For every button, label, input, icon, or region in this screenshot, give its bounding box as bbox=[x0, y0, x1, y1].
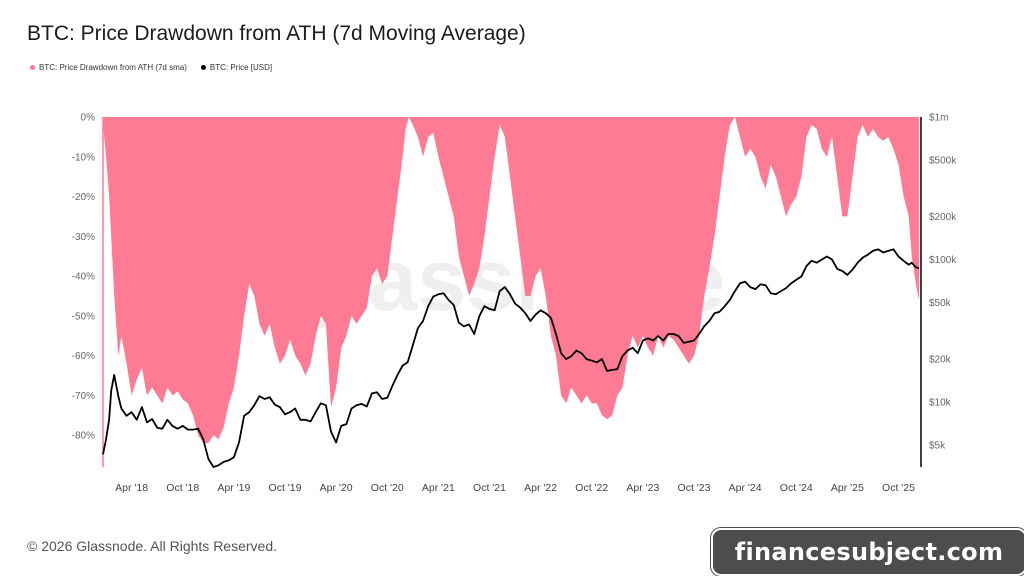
x-tick-label: Oct '25 bbox=[882, 482, 915, 494]
left-tick-label: -20% bbox=[72, 192, 95, 203]
legend-item-price[interactable]: BTC: Price [USD] bbox=[200, 63, 273, 72]
right-tick-label: $1m bbox=[929, 113, 948, 124]
x-tick-label: Apr '20 bbox=[320, 482, 353, 494]
right-tick-label: $100k bbox=[929, 255, 957, 266]
x-tick-label: Apr '18 bbox=[115, 482, 148, 494]
legend-dot-price bbox=[200, 65, 206, 70]
watermark-badge-text: financesubject.com bbox=[734, 538, 1004, 566]
left-tick-label: -10% bbox=[72, 152, 95, 163]
x-tick-label: Apr '24 bbox=[729, 482, 762, 494]
chart-legend: BTC: Price Drawdown from ATH (7d sma) BT… bbox=[30, 63, 272, 72]
legend-item-drawdown[interactable]: BTC: Price Drawdown from ATH (7d sma) bbox=[30, 63, 187, 72]
left-tick-label: -80% bbox=[72, 431, 95, 442]
x-tick-label: Oct '18 bbox=[166, 482, 199, 494]
x-tick-label: Apr '21 bbox=[422, 482, 455, 494]
copyright-footer: © 2026 Glassnode. All Rights Reserved. bbox=[27, 538, 278, 554]
chart-plot[interactable]: glassnode0%-10%-20%-30%-40%-50%-60%-70%-… bbox=[0, 0, 1024, 500]
left-tick-label: -70% bbox=[72, 391, 95, 402]
x-tick-label: Oct '23 bbox=[678, 482, 711, 494]
left-tick-label: -50% bbox=[72, 311, 95, 322]
x-tick-label: Oct '20 bbox=[371, 482, 404, 494]
x-tick-label: Apr '19 bbox=[217, 482, 250, 494]
x-tick-label: Oct '21 bbox=[473, 482, 506, 494]
right-tick-label: $20k bbox=[929, 355, 952, 366]
left-tick-label: -60% bbox=[72, 351, 95, 362]
legend-label-drawdown: BTC: Price Drawdown from ATH (7d sma) bbox=[39, 63, 187, 72]
drawdown-area bbox=[103, 117, 919, 444]
chart-title: BTC: Price Drawdown from ATH (7d Moving … bbox=[27, 22, 526, 45]
right-tick-label: $200k bbox=[929, 212, 957, 223]
watermark-badge: financesubject.com bbox=[711, 528, 1024, 576]
x-tick-label: Oct '19 bbox=[269, 482, 302, 494]
right-tick-label: $50k bbox=[929, 298, 952, 309]
x-tick-label: Apr '23 bbox=[626, 482, 659, 494]
left-tick-label: -40% bbox=[72, 272, 95, 283]
right-tick-label: $10k bbox=[929, 398, 952, 409]
left-tick-label: 0% bbox=[81, 113, 96, 124]
right-tick-label: $500k bbox=[929, 155, 957, 166]
x-tick-label: Oct '22 bbox=[575, 482, 608, 494]
legend-dot-drawdown bbox=[30, 65, 35, 70]
x-tick-label: Apr '25 bbox=[831, 482, 864, 494]
left-tick-label: -30% bbox=[72, 232, 95, 243]
x-tick-label: Apr '22 bbox=[524, 482, 557, 494]
right-tick-label: $5k bbox=[929, 440, 946, 451]
legend-label-price: BTC: Price [USD] bbox=[209, 63, 273, 72]
price-line bbox=[102, 248, 920, 468]
x-tick-label: Oct '24 bbox=[780, 482, 813, 494]
